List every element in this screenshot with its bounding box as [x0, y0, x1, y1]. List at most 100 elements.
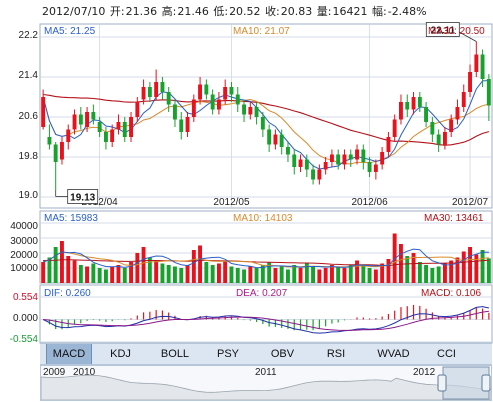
- candle-body: [97, 122, 102, 132]
- volume-bar: [486, 258, 491, 283]
- volume-bar: [279, 266, 284, 283]
- candle-body: [399, 102, 403, 120]
- change-label: 幅:: [372, 5, 387, 18]
- price-ma30-label: MA30: 20.50: [428, 26, 485, 37]
- volume-panel: [39, 210, 493, 284]
- volume-y-tick: 10000: [10, 263, 38, 274]
- volume-bar: [235, 268, 240, 283]
- volume-bar: [436, 266, 441, 283]
- tab-boll[interactable]: BOLL: [160, 348, 190, 360]
- high-label: 高:: [161, 5, 177, 18]
- tab-rsi[interactable]: RSI: [326, 348, 346, 360]
- volume-bar: [116, 265, 121, 283]
- x-tick-label: 2012/05: [213, 197, 250, 208]
- candle-body: [386, 137, 391, 152]
- candle-body: [204, 84, 209, 95]
- navigator-right-handle[interactable]: [481, 374, 491, 392]
- candle-body: [449, 119, 454, 132]
- close-value: 20.83: [280, 5, 313, 18]
- volume-bar: [273, 268, 278, 283]
- time-navigator[interactable]: 2009 2010 2011 2012: [40, 365, 492, 401]
- volume-bar: [60, 241, 64, 283]
- volume-bar: [411, 253, 416, 283]
- candle-body: [279, 134, 284, 147]
- candle-body: [392, 119, 397, 137]
- volume-bar: [267, 262, 272, 283]
- volume-y-tick: 30000: [10, 236, 38, 247]
- candle-body: [147, 87, 152, 97]
- candle-body: [474, 54, 479, 72]
- volume-ma30-label: MA30: 13461: [424, 213, 484, 224]
- volume-bar: [373, 269, 378, 283]
- volume-bar: [53, 247, 58, 283]
- volume-bar: [217, 263, 221, 283]
- tab-cci[interactable]: CCI: [437, 348, 456, 360]
- volume-bar: [336, 266, 341, 283]
- low-marker-label: 19.13: [70, 193, 95, 204]
- volume-bar: [147, 257, 152, 283]
- candle-body: [173, 104, 177, 120]
- low-value: 20.52: [229, 5, 261, 18]
- price-y-tick: 19.8: [18, 151, 38, 162]
- volume-ma10-line: [42, 251, 489, 268]
- candle-body: [436, 134, 441, 145]
- high-value: 21.46: [177, 5, 209, 18]
- navigator-left-handle[interactable]: [437, 374, 447, 392]
- volume-bar: [242, 269, 246, 283]
- candle-body: [60, 142, 64, 160]
- candle-body: [223, 87, 228, 100]
- volume-bar: [223, 260, 228, 283]
- tab-wvad[interactable]: WVAD: [377, 348, 410, 360]
- candle-body: [135, 102, 140, 117]
- volume-value: 16421: [332, 5, 368, 18]
- volume-bar: [449, 260, 454, 283]
- volume-bar: [317, 269, 322, 283]
- volume-bar: [66, 256, 71, 283]
- candle-body: [166, 92, 171, 105]
- change-value: -2.48%: [387, 5, 427, 18]
- candle-body: [141, 87, 146, 100]
- volume-bar: [417, 262, 422, 283]
- volume-bar: [141, 247, 146, 283]
- volume-bar: [122, 268, 127, 283]
- candle-body: [242, 104, 246, 115]
- volume-bar: [386, 259, 391, 283]
- tab-macd[interactable]: MACD: [46, 344, 92, 364]
- close-label: 收:: [265, 5, 280, 18]
- tab-psy[interactable]: PSY: [216, 348, 239, 360]
- tab-kdj[interactable]: KDJ: [110, 348, 131, 360]
- volume-bar: [399, 244, 403, 283]
- volume-bar: [430, 268, 435, 283]
- candle-body: [154, 82, 159, 97]
- volume-bar: [342, 268, 347, 283]
- candle-body: [424, 107, 428, 122]
- volume-bar: [185, 265, 190, 283]
- volume-bar: [480, 250, 485, 283]
- candle-body: [210, 94, 215, 110]
- candle-body: [41, 97, 46, 127]
- candle-body: [122, 122, 127, 137]
- candle-body: [273, 134, 278, 145]
- candle-body: [267, 129, 272, 145]
- candle-body: [317, 169, 322, 180]
- candle-body: [72, 114, 77, 130]
- candle-body: [47, 137, 52, 145]
- volume-ma5-label: MA5: 15983: [44, 213, 98, 224]
- volume-bar: [204, 262, 209, 283]
- candle-body: [304, 159, 309, 170]
- candle-body: [455, 107, 460, 120]
- candle-body: [254, 107, 259, 117]
- volume-bar: [154, 260, 159, 283]
- volume-bar: [47, 257, 52, 283]
- macd-dea-line: [43, 310, 489, 331]
- volume-bar: [443, 263, 447, 283]
- macd-y-tick: 0.554: [12, 292, 38, 303]
- volume-bar: [72, 260, 77, 283]
- volume-y-tick: 20000: [10, 250, 38, 261]
- volume-bar: [166, 265, 171, 283]
- high-marker-label: 22.11: [431, 26, 456, 37]
- volume-bar: [323, 268, 328, 283]
- price-frame: [39, 23, 493, 209]
- volume-bar: [330, 265, 334, 283]
- tab-obv[interactable]: OBV: [270, 348, 295, 360]
